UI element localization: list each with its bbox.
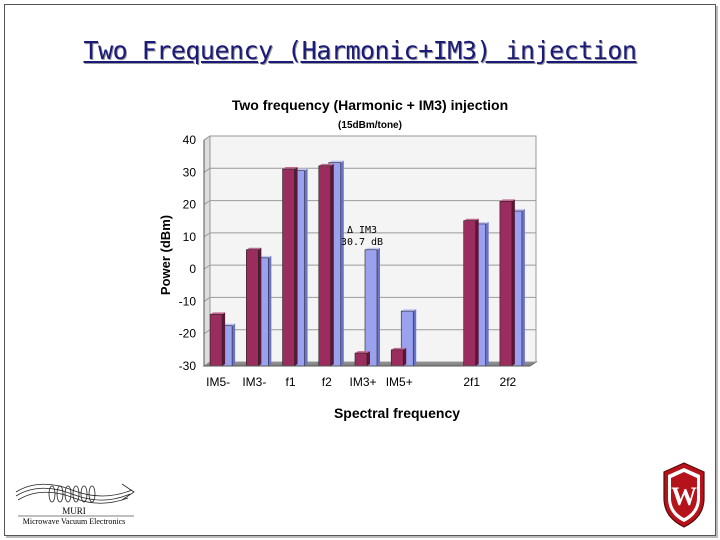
x-tick-label: f1 [286, 375, 296, 389]
crest-letter: W [671, 482, 697, 511]
bars [209, 160, 525, 367]
y-tick-label: 0 [189, 262, 196, 276]
y-tick-label: 20 [183, 198, 197, 212]
gridline [203, 264, 536, 270]
x-axis-label: Spectral frequency [334, 405, 460, 421]
x-tick-label: IM3- [242, 375, 266, 389]
annotation-delta-im3: Δ IM3 [347, 225, 377, 236]
axes: 40 30 20 10 0 -10 -20 -30 IM5- IM3- f1 f2 IM3+ IM5+ 2f… [179, 133, 530, 389]
gridline [203, 200, 536, 205]
bar-series-1 [463, 218, 479, 367]
bar-series-1 [499, 199, 515, 367]
annotation-value: 30.7 dB [341, 237, 383, 248]
bar-series-2 [364, 247, 380, 367]
slide-title: Two Frequency (Harmonic+IM3) injection [83, 36, 637, 65]
gridline [203, 167, 536, 173]
muri-name: MURI [62, 506, 86, 516]
bar-series-1 [282, 167, 298, 367]
x-tick-label: 2f1 [463, 375, 480, 389]
bar-series-1 [246, 247, 262, 367]
gridline [203, 135, 536, 141]
bar-series-1 [390, 347, 407, 367]
helix-icon [15, 483, 135, 504]
y-tick-label: 40 [183, 133, 197, 147]
gridline [203, 232, 536, 238]
gridline [203, 296, 536, 302]
bar-series-1 [354, 351, 370, 367]
x-tick-label: f2 [322, 375, 332, 389]
y-tick-label: -30 [179, 359, 197, 373]
university-crest-logo: W [663, 462, 705, 528]
y-tick-label: 30 [183, 165, 197, 179]
muri-logo: MURI Microwave Vacuum Electronics [15, 483, 135, 526]
chart-subtitle: (15dBm/tone) [338, 120, 402, 131]
chart-title: Two frequency (Harmonic + IM3) injection [232, 97, 508, 113]
bar-series-1 [318, 163, 334, 367]
y-axis-label: Power (dBm) [158, 215, 173, 295]
y-tick-label: -10 [179, 294, 197, 308]
x-tick-label: IM5+ [386, 375, 413, 389]
y-tick-label: -20 [179, 327, 197, 341]
x-tick-label: 2f2 [500, 375, 517, 389]
y-tick-label: 10 [183, 230, 197, 244]
bar-series-1 [209, 312, 226, 367]
x-tick-label: IM5- [206, 375, 230, 389]
x-tick-label: IM3+ [349, 375, 376, 389]
muri-caption: Microwave Vacuum Electronics [23, 517, 125, 526]
